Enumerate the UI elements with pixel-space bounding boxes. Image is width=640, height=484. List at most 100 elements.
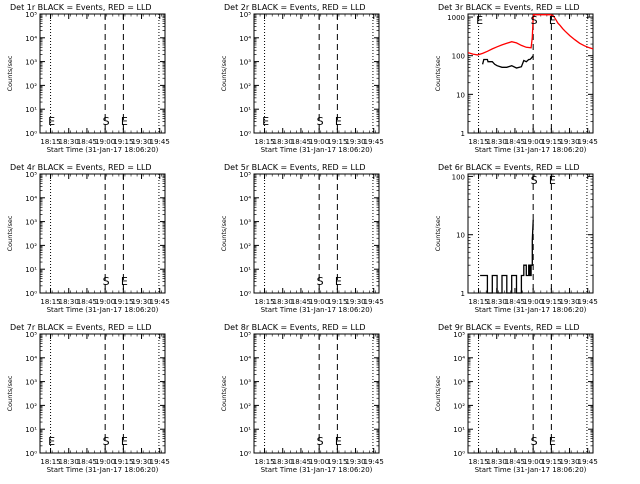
x-tick-label: 19:30 [131,298,151,306]
x-tick-label: 19:00 [95,138,115,146]
x-tick-label: 18:45 [77,138,97,146]
y-tick-label: 10³ [453,379,465,387]
y-tick-label: 10⁴ [239,35,251,43]
end-marker: E [262,115,269,128]
start-marker: S [103,275,110,288]
plot-frame [39,13,166,134]
start-marker: S [531,14,538,27]
x-tick-label: 18:15 [468,458,488,466]
y-tick-label: 10⁵ [239,331,251,339]
x-tick-label: 19:15 [327,138,347,146]
x-tick-label: 19:15 [113,458,133,466]
x-tick-label: 19:45 [578,138,598,146]
x-tick-label: 19:15 [541,138,561,146]
x-tick-label: 18:30 [59,138,79,146]
y-tick-label: 10 [456,232,465,240]
plot-frame [39,173,166,294]
y-axis-label: Counts/sec [220,215,228,251]
chart-title: Det 8r BLACK = Events, RED = LLD [224,323,366,332]
x-tick-label: 19:00 [309,458,329,466]
x-tick-label: 19:15 [113,138,133,146]
x-axis-label: Start Time (31-Jan-17 18:06:20) [475,146,587,154]
plot-frame [253,13,380,134]
x-tick-label: 19:45 [150,458,170,466]
x-tick-label: 19:30 [559,458,579,466]
x-tick-label: 18:45 [77,458,97,466]
plot-frame [467,333,594,454]
y-tick-label: 10⁵ [453,331,465,339]
x-tick-label: 18:30 [59,298,79,306]
x-tick-label: 19:00 [523,458,543,466]
end-marker: E [476,14,483,27]
y-tick-label: 10¹ [453,426,465,434]
x-tick-label: 19:30 [131,138,151,146]
chart-panel-6: Det 6r BLACK = Events, RED = LLD Counts/s… [434,163,598,314]
y-axis-label: Counts/sec [6,55,14,91]
x-tick-label: 18:15 [468,138,488,146]
end-marker: E [335,275,342,288]
x-tick-label: 19:45 [578,458,598,466]
x-tick-label: 18:45 [291,458,311,466]
y-tick-label: 10⁴ [25,35,37,43]
y-tick-label: 10⁰ [239,130,251,138]
x-tick-label: 18:45 [291,138,311,146]
start-marker: S [531,435,538,448]
end-marker: E [48,115,55,128]
x-tick-label: 19:15 [541,458,561,466]
x-tick-label: 19:45 [578,298,598,306]
start-marker: S [103,435,110,448]
y-tick-label: 10⁴ [239,355,251,363]
x-tick-label: 19:00 [523,298,543,306]
x-axis-label: Start Time (31-Jan-17 18:06:20) [261,306,373,314]
x-tick-label: 19:30 [345,458,365,466]
y-tick-label: 10⁰ [239,450,251,458]
y-tick-label: 10 [456,91,465,99]
x-tick-label: 19:00 [309,298,329,306]
y-tick-label: 10² [239,82,251,90]
x-tick-label: 19:45 [150,138,170,146]
x-tick-label: 18:30 [273,138,293,146]
x-tick-label: 19:00 [523,138,543,146]
end-marker: E [121,275,128,288]
y-tick-label: 10³ [25,379,37,387]
x-tick-label: 19:00 [95,458,115,466]
y-tick-label: 10⁴ [25,355,37,363]
x-tick-label: 19:15 [327,458,347,466]
end-marker: E [335,115,342,128]
end-marker: E [549,435,556,448]
y-tick-label: 10⁵ [239,171,251,179]
x-tick-label: 19:30 [345,298,365,306]
y-tick-label: 10³ [239,219,251,227]
chart-panel-4: Det 4r BLACK = Events, RED = LLD Counts/s… [6,163,170,314]
chart-title: Det 5r BLACK = Events, RED = LLD [224,163,366,172]
x-tick-label: 18:30 [487,458,507,466]
x-tick-label: 19:30 [559,298,579,306]
chart-title: Det 2r BLACK = Events, RED = LLD [224,3,366,12]
chart-panel-2: Det 2r BLACK = Events, RED = LLD Counts/s… [220,3,384,154]
y-tick-label: 10⁵ [239,11,251,19]
y-tick-label: 10¹ [239,106,251,114]
x-tick-label: 19:15 [541,298,561,306]
y-axis-label: Counts/sec [6,215,14,251]
chart-title: Det 1r BLACK = Events, RED = LLD [10,3,152,12]
x-axis-label: Start Time (31-Jan-17 18:06:20) [47,466,159,474]
x-axis-label: Start Time (31-Jan-17 18:06:20) [475,466,587,474]
x-tick-label: 18:45 [77,298,97,306]
start-marker: S [103,115,110,128]
y-tick-label: 10² [25,242,37,250]
end-marker: E [335,435,342,448]
y-axis-label: Counts/sec [220,375,228,411]
plot-frame [39,333,166,454]
x-tick-label: 18:15 [468,298,488,306]
x-axis-label: Start Time (31-Jan-17 18:06:20) [475,306,587,314]
y-tick-label: 10⁴ [239,195,251,203]
chart-panel-7: Det 7r BLACK = Events, RED = LLD Counts/s… [6,323,170,474]
x-axis-label: Start Time (31-Jan-17 18:06:20) [261,146,373,154]
y-axis-label: Counts/sec [434,375,442,411]
y-tick-label: 10² [453,402,465,410]
end-marker: E [121,115,128,128]
y-tick-label: 10⁰ [25,130,37,138]
x-tick-label: 18:45 [505,298,525,306]
y-tick-label: 10¹ [25,426,37,434]
